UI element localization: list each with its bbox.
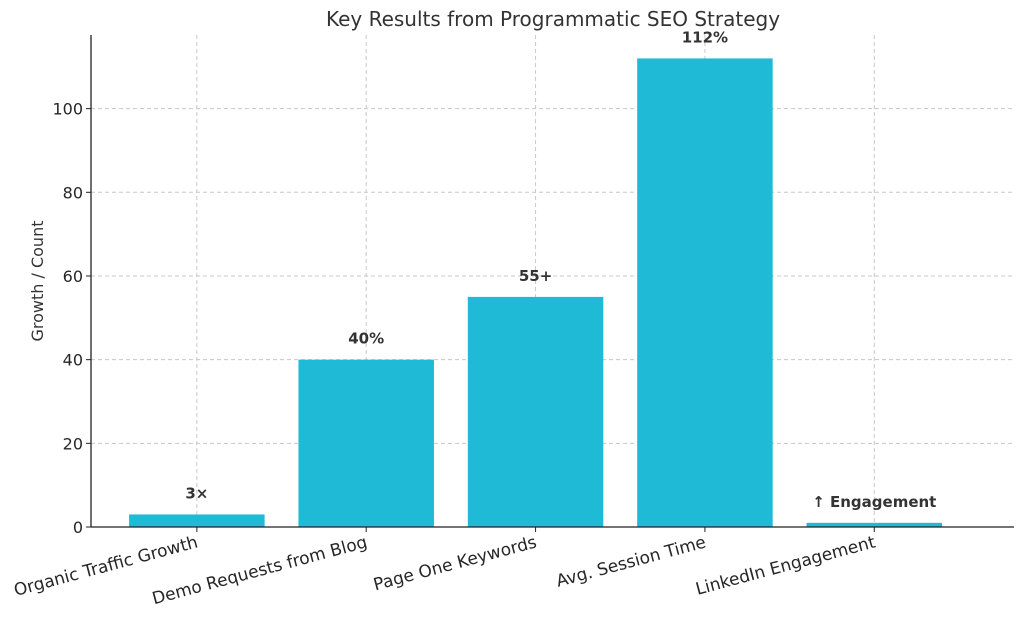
bar <box>467 296 604 527</box>
y-tick-label: 20 <box>63 434 83 453</box>
data-label: 3× <box>185 484 208 502</box>
x-tick-label: Page One Keywords <box>371 532 539 595</box>
axes <box>90 35 1014 528</box>
y-tick-label: 80 <box>63 183 83 202</box>
y-tick-label: 40 <box>63 351 83 370</box>
bar <box>637 58 773 528</box>
bar <box>298 359 434 527</box>
data-label: ↑ Engagement <box>812 493 936 511</box>
data-label: 40% <box>348 330 384 348</box>
data-label: 112% <box>682 28 728 46</box>
x-tick-label: Avg. Session Time <box>554 533 708 592</box>
y-axis-label: Growth / Count <box>28 221 47 342</box>
y-tick-label: 100 <box>52 100 83 119</box>
bar <box>129 514 265 527</box>
data-labels: 3× 40% 55+ 112% ↑ Engagement <box>185 28 936 510</box>
y-tick-label: 0 <box>73 518 83 537</box>
data-label: 55+ <box>519 267 552 285</box>
bars <box>129 58 943 528</box>
y-tick-label: 60 <box>63 267 83 286</box>
bar <box>806 522 943 527</box>
x-tick-label: LinkedIn Engagement <box>694 532 878 599</box>
chart-title: Key Results from Programmatic SEO Strate… <box>326 7 780 31</box>
